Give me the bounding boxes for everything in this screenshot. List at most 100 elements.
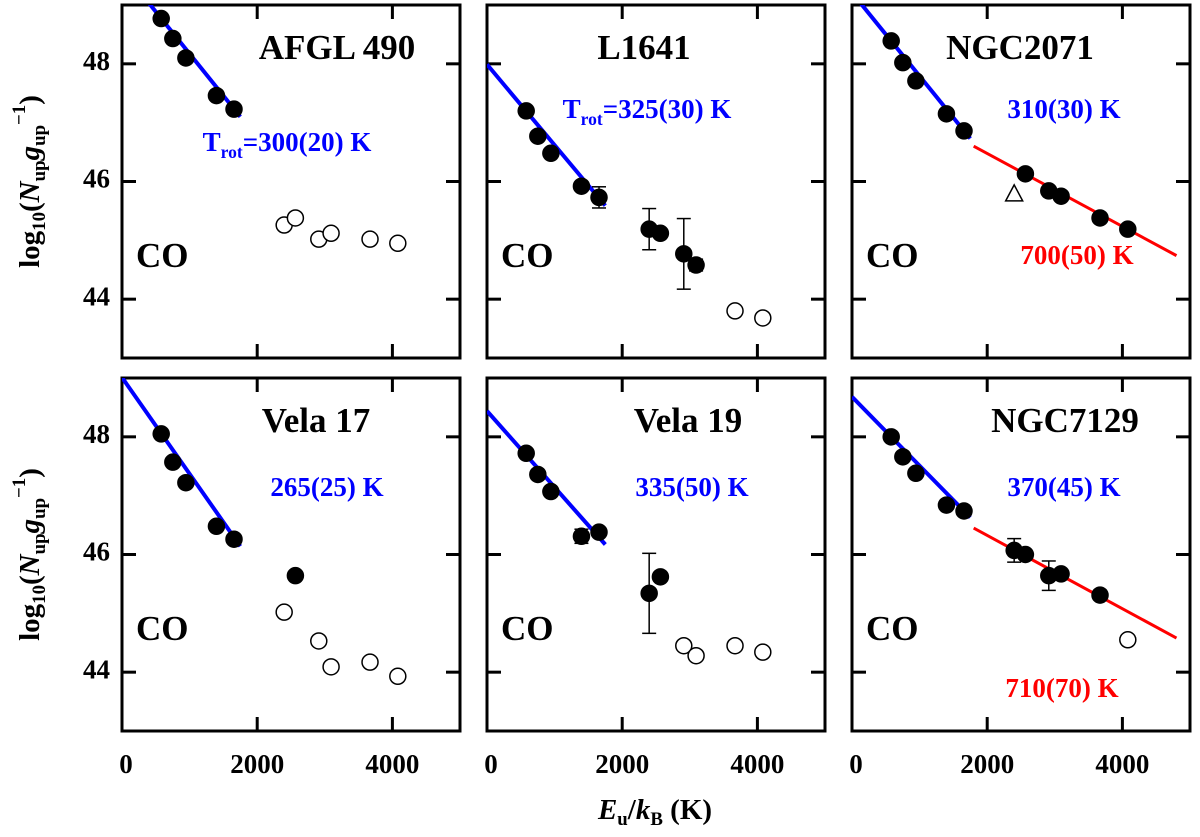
filled-point (882, 32, 900, 50)
x-tick-label: 0 (119, 749, 133, 779)
fit-label: 310(30) K (1007, 94, 1120, 124)
open-point (275, 603, 293, 621)
filled-point (572, 527, 591, 546)
open-point (687, 646, 705, 665)
text-part: (K) (663, 794, 712, 826)
filled-point (542, 482, 560, 501)
filled-point (177, 473, 195, 492)
text-part: up (29, 498, 50, 519)
filled-point (882, 428, 900, 446)
open-point (361, 230, 379, 248)
filled-point (937, 105, 956, 123)
fit-label: 265(25) K (270, 472, 383, 502)
x-tick-label: 0 (484, 749, 498, 779)
y-tick-label: 44 (83, 281, 110, 311)
frame (120, 3, 462, 360)
fit-label: 710(70) K (1005, 673, 1118, 703)
fit-line (972, 144, 1178, 257)
frame (120, 376, 462, 733)
text-part: ) (14, 95, 46, 105)
text-part: T (203, 127, 221, 157)
text-part: rot (221, 142, 243, 162)
text-part: −1 (9, 478, 30, 498)
filled-point (955, 122, 973, 140)
y-tick-label: 48 (83, 419, 110, 449)
text-part: 700(50) K (1020, 240, 1133, 270)
text-part: g (14, 146, 46, 162)
panel: 0 2000 4000 44 46 48 265(25) K Vela 17 CO log10(N… (9, 376, 462, 779)
filled-point (529, 465, 547, 484)
filled-point (651, 568, 670, 586)
text-part: =325(30) K (603, 94, 732, 124)
filled-point (225, 100, 243, 118)
filled-point (1016, 165, 1035, 183)
text-part: up (29, 533, 50, 554)
x-tick-label: 2000 (230, 749, 284, 779)
filled-point (225, 530, 243, 548)
y-tick-label: 44 (83, 654, 110, 684)
filled-point (572, 177, 591, 195)
text-part: rot (581, 109, 603, 129)
filled-point (590, 188, 608, 207)
y-axis-label: log10(Nupgup−1) (9, 468, 50, 641)
fit-label: 370(45) K (1007, 472, 1120, 502)
text-part: / (627, 794, 637, 826)
filled-point (1091, 586, 1109, 604)
filled-point (164, 453, 182, 471)
species-label: CO (136, 236, 189, 275)
panel: 0 2000 4000 335(50) K Vela 19 CO Eu/kB (K) (484, 376, 827, 830)
open-point (754, 309, 772, 327)
panel-title: Vela 19 (634, 401, 743, 440)
fit-label: Trot=300(20) K (203, 127, 372, 162)
fit-label: 335(50) K (635, 472, 748, 502)
filled-point (590, 523, 608, 541)
text-part: ) (14, 468, 46, 478)
text-part: log (14, 230, 46, 268)
filled-point (286, 566, 305, 585)
text-part: N (14, 180, 46, 203)
panel-title: NGC7129 (991, 401, 1139, 440)
text-part: E (597, 794, 617, 826)
text-part: B (650, 809, 663, 830)
y-axis-label: log10(Nupgup−1) (9, 95, 50, 268)
x-tick-label: 2000 (595, 749, 649, 779)
species-label: CO (866, 609, 919, 648)
open-point (754, 643, 772, 661)
filled-point (207, 86, 226, 105)
text-part: 370(45) K (1007, 472, 1120, 502)
panel: Trot=325(30) K L1641 CO (485, 3, 827, 360)
open-point (726, 302, 744, 320)
triangle-point (1004, 183, 1024, 202)
text-part: 10 (29, 212, 50, 231)
x-tick-label: 4000 (1095, 749, 1149, 779)
filled-point (529, 127, 547, 145)
frame (485, 376, 827, 733)
filled-point (152, 425, 170, 443)
filled-point (1052, 187, 1070, 205)
open-point (726, 636, 744, 655)
text-part: ( (14, 202, 46, 212)
panel: 310(30) K 700(50) K NGC2071 CO (850, 3, 1192, 360)
text-part: g (14, 519, 46, 535)
x-tick-label: 2000 (960, 749, 1014, 779)
x-tick-label: 4000 (365, 749, 419, 779)
text-part: up (29, 160, 50, 181)
filled-point (894, 448, 912, 466)
open-point (675, 636, 693, 655)
filled-point (164, 29, 182, 48)
filled-point (517, 444, 535, 463)
fit-label: Trot=325(30) K (563, 94, 732, 129)
fit-line (972, 526, 1178, 640)
open-point (322, 658, 340, 676)
text-part: up (29, 125, 50, 146)
filled-point (1052, 565, 1070, 583)
open-point (389, 667, 407, 686)
filled-point (1016, 545, 1035, 564)
panel: 44 46 48 Trot=300(20) K AFGL 490 CO log10(Nupg… (9, 3, 462, 360)
species-label: CO (501, 609, 554, 648)
open-point (322, 224, 340, 243)
text-part: N (14, 553, 46, 576)
species-label: CO (501, 236, 554, 275)
text-part: 265(25) K (270, 472, 383, 502)
